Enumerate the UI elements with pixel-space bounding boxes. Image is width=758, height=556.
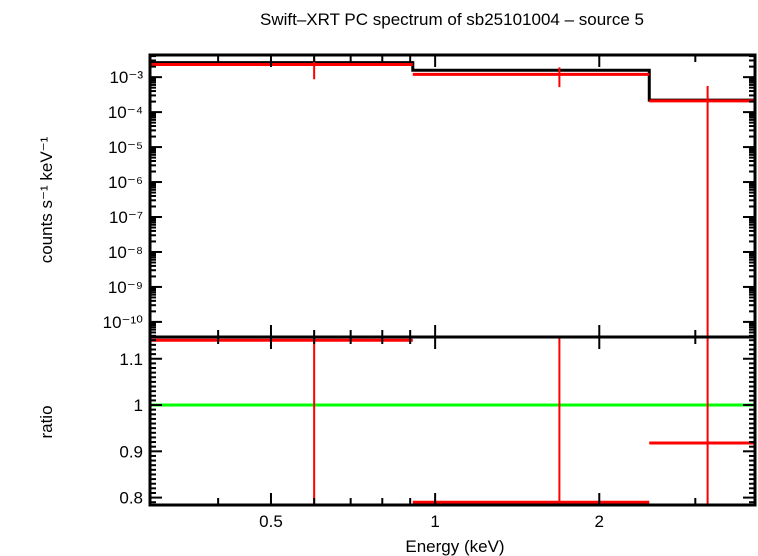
x-tick-label: 1 [430, 512, 439, 531]
y-tick-label: 1.1 [119, 350, 143, 369]
y-tick-label: 10⁻⁴ [108, 103, 143, 122]
bottom-panel-frame [148, 335, 757, 507]
x-tick-label: 0.5 [259, 512, 283, 531]
y-tick-label: 10⁻³ [109, 68, 143, 87]
y-tick-label: 10⁻⁷ [109, 208, 143, 227]
model-step-line [150, 61, 755, 102]
y-tick-label: 10⁻⁸ [108, 243, 143, 262]
y-tick-label: 0.8 [119, 489, 143, 508]
top-panel-frame [148, 53, 757, 339]
y-tick-label: 10⁻⁶ [108, 173, 143, 192]
y-tick-label: 1 [134, 396, 143, 415]
top-ylabel: counts s⁻¹ keV⁻¹ [37, 136, 56, 263]
x-tick-label: 2 [595, 512, 604, 531]
xlabel: Energy (keV) [405, 537, 504, 556]
y-tick-label: 0.9 [119, 442, 143, 461]
y-tick-label: 10⁻⁹ [108, 278, 143, 297]
y-tick-label: 10⁻¹⁰ [103, 313, 144, 332]
y-tick-label: 10⁻⁵ [108, 138, 143, 157]
chart-title: Swift–XRT PC spectrum of sb25101004 – so… [260, 10, 644, 29]
bottom-ylabel: ratio [37, 405, 56, 438]
